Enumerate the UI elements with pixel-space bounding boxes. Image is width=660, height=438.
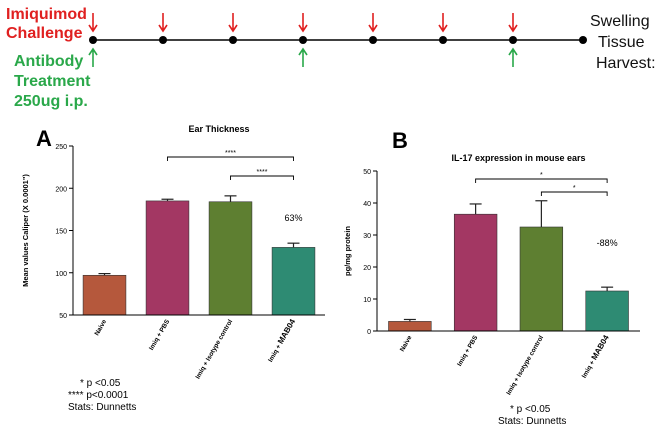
timepoint-dot-3 <box>299 36 307 44</box>
significance-bracket <box>167 156 294 161</box>
bar-1 <box>145 200 190 316</box>
percent-annotation: 63% <box>284 213 302 223</box>
y-tick-label: 200 <box>55 186 67 193</box>
x-category-label: Naive <box>399 334 414 353</box>
bar-2 <box>519 226 564 332</box>
timepoint-dot-0 <box>89 36 97 44</box>
challenge-arrow-icon <box>438 13 448 33</box>
timepoint-dot-4 <box>369 36 377 44</box>
category-label-text: Naive <box>399 334 414 353</box>
treatment-label-line-3: 250ug i.p. <box>14 93 88 110</box>
chart-title: IL-17 expression in mouse ears <box>451 153 585 163</box>
percent-annotation: -88% <box>597 238 618 248</box>
challenge-arrow-icon <box>88 13 98 33</box>
challenge-label-line-1: Imiquimod <box>6 6 87 23</box>
challenge-arrow-icon <box>228 13 238 33</box>
stats-b-line-2: Stats: Dunnetts <box>498 416 567 427</box>
challenge-arrow-icon <box>158 13 168 33</box>
chart-ear-thickness: Ear Thickness 50 100 150 200 250 Mean values C… <box>21 124 325 380</box>
y-tick-label: 20 <box>363 265 371 272</box>
category-label-text: Imiq + Isotype control <box>194 318 234 380</box>
category-label-text: Imiq + PBS <box>148 318 171 352</box>
x-category-label: Imiq + Isotype control <box>194 318 234 380</box>
y-tick-label: 250 <box>55 144 67 151</box>
panel-b-letter: B <box>392 128 408 153</box>
endpoint-label-line-1: Swelling <box>590 13 650 30</box>
endpoint-label-line-3: Harvest: <box>596 55 656 72</box>
significance-bracket <box>475 178 608 183</box>
treatment-label-line-1: Antibody <box>14 53 84 70</box>
bar-0 <box>388 321 432 332</box>
significance-bracket <box>540 191 608 196</box>
bar-2 <box>208 201 253 316</box>
y-axis-label: pg/mg protein <box>343 226 352 276</box>
x-category-label: Imiq + Isotype control <box>505 334 545 396</box>
challenge-arrow-icon <box>298 13 308 33</box>
bar-3 <box>585 290 629 332</box>
treatment-arrow-icon <box>298 47 308 67</box>
category-label-text: Imiq + <box>581 358 597 379</box>
category-label-text: Imiq + <box>267 342 283 363</box>
bar-3 <box>271 247 316 316</box>
y-tick-label: 150 <box>55 229 67 236</box>
significance-label: * <box>540 172 543 179</box>
challenge-arrow-icon <box>508 13 518 33</box>
treatment-label-line-2: Treatment <box>14 73 91 90</box>
timeline <box>88 13 587 67</box>
x-category-label: Imiq + PBS <box>456 334 479 368</box>
y-tick-label: 40 <box>363 201 371 208</box>
timepoint-dot-6 <box>509 36 517 44</box>
stats-b-line-1: * p <0.05 <box>510 404 551 415</box>
y-tick-label: 10 <box>363 297 371 304</box>
timepoint-dot-1 <box>159 36 167 44</box>
stats-a-line-2: **** p<0.0001 <box>68 390 129 401</box>
significance-label: * <box>573 185 576 192</box>
x-category-label: Imiq + MAB04 <box>265 317 297 363</box>
x-category-label: Imiq + PBS <box>148 318 171 352</box>
timepoint-dot-2 <box>229 36 237 44</box>
stats-a-line-1: * p <0.05 <box>80 378 121 389</box>
category-label-text: Imiq + PBS <box>456 334 479 368</box>
treatment-arrow-icon <box>508 47 518 67</box>
chart-il17-expression: IL-17 expression in mouse ears 0 10 20 30 40 5… <box>343 153 640 396</box>
category-label-emphasis: MAB04 <box>276 317 298 345</box>
significance-bracket <box>230 175 294 180</box>
significance-label: **** <box>257 169 268 176</box>
y-tick-label: 100 <box>55 271 67 278</box>
y-tick-label: 50 <box>59 313 67 320</box>
stats-a-line-3: Stats: Dunnetts <box>68 402 137 413</box>
endpoint-label-line-2: Tissue <box>598 34 645 51</box>
challenge-label-line-2: Challenge <box>6 25 83 42</box>
challenge-arrow-icon <box>368 13 378 33</box>
chart-title: Ear Thickness <box>188 124 249 134</box>
category-label-emphasis: MAB04 <box>590 333 612 361</box>
significance-label: **** <box>225 150 236 157</box>
panel-a-letter: A <box>36 126 52 151</box>
bar-1 <box>453 213 498 332</box>
y-tick-label: 30 <box>363 233 371 240</box>
bar-0 <box>82 274 127 316</box>
x-category-label: Naive <box>93 318 108 337</box>
x-category-label: Imiq + MAB04 <box>579 333 611 379</box>
timepoint-dot-7 <box>579 36 587 44</box>
y-tick-label: 50 <box>363 169 371 176</box>
category-label-text: Naive <box>93 318 108 337</box>
timepoint-dot-5 <box>439 36 447 44</box>
category-label-text: Imiq + Isotype control <box>505 334 545 396</box>
treatment-arrow-icon <box>88 47 98 67</box>
y-tick-label: 0 <box>367 329 371 336</box>
y-axis-label: Mean values Caliper (X 0.0001") <box>21 174 30 287</box>
